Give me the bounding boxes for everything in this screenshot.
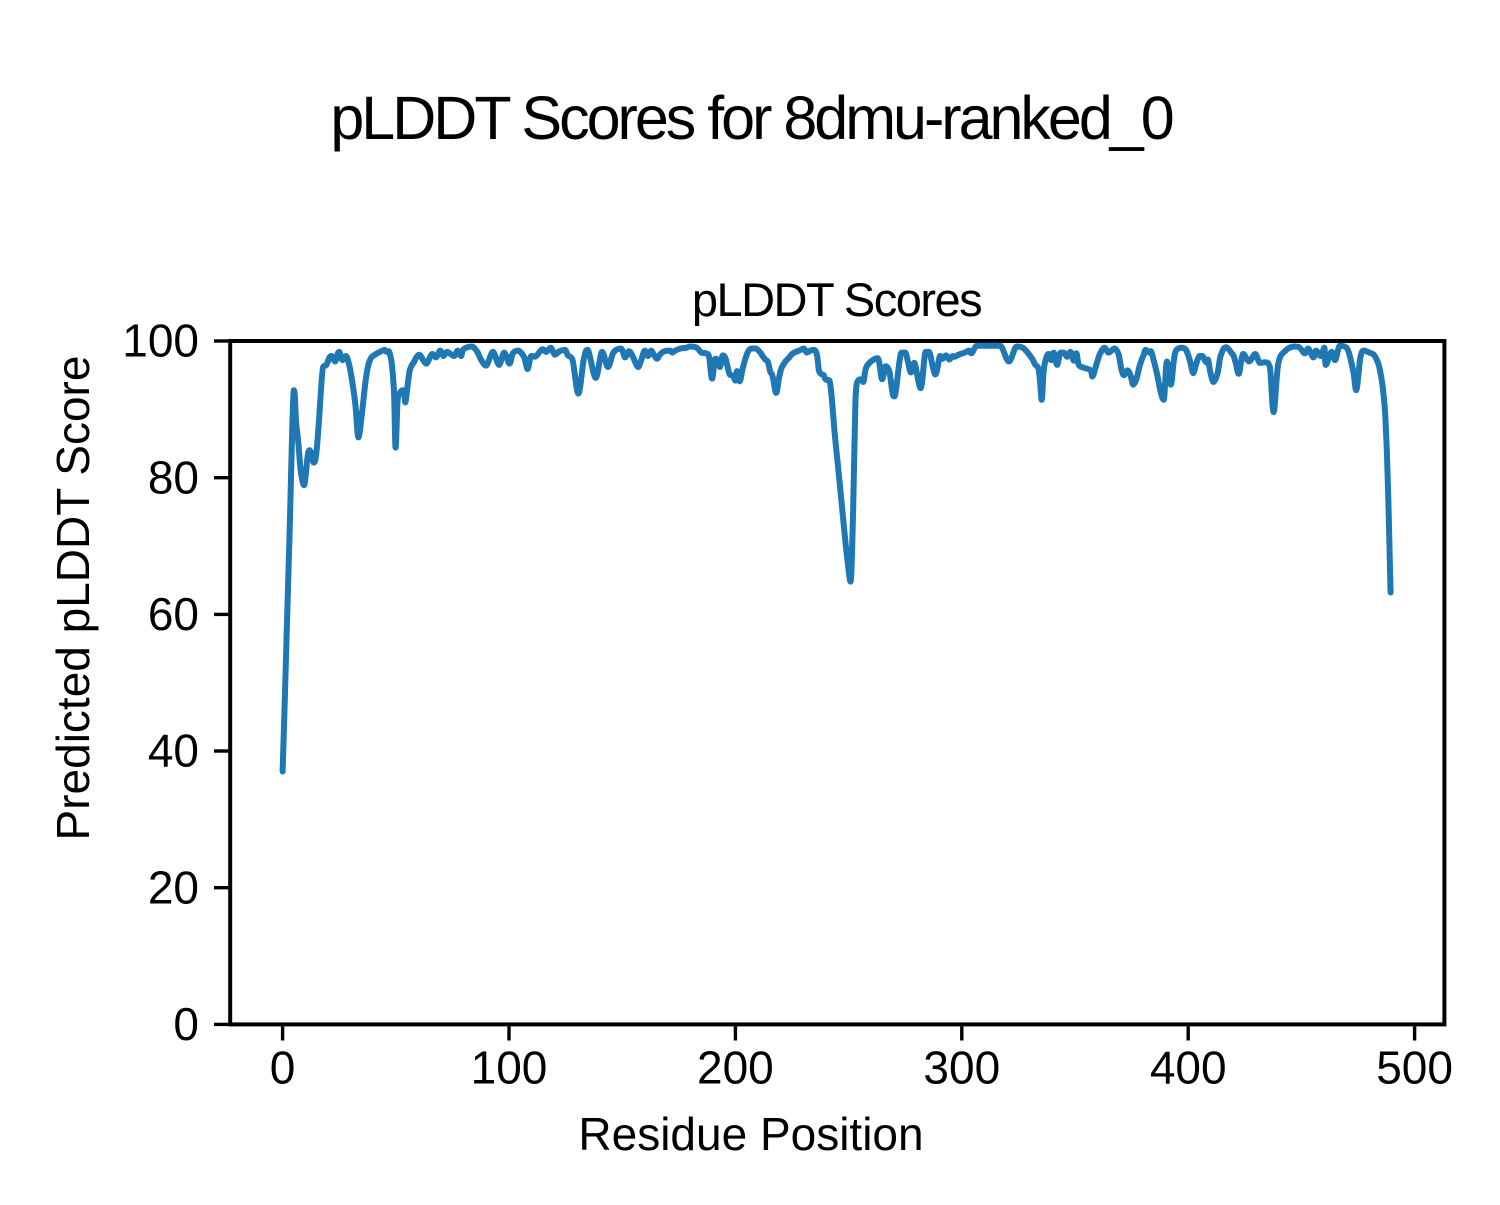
svg-text:300: 300	[923, 1041, 1000, 1093]
svg-text:200: 200	[697, 1041, 774, 1093]
svg-text:100: 100	[122, 315, 199, 367]
svg-text:400: 400	[1150, 1041, 1227, 1093]
svg-text:40: 40	[148, 725, 199, 777]
svg-text:500: 500	[1376, 1041, 1453, 1093]
svg-text:0: 0	[173, 998, 199, 1050]
svg-text:Residue Position: Residue Position	[578, 1108, 923, 1160]
svg-text:Predicted pLDDT Score: Predicted pLDDT Score	[47, 356, 99, 841]
svg-text:pLDDT Scores for 8dmu-ranked_0: pLDDT Scores for 8dmu-ranked_0	[330, 84, 1172, 152]
svg-text:20: 20	[148, 861, 199, 913]
svg-text:0: 0	[270, 1041, 296, 1093]
svg-text:100: 100	[471, 1041, 548, 1093]
svg-text:60: 60	[148, 588, 199, 640]
svg-text:80: 80	[148, 451, 199, 503]
svg-text:pLDDT Scores: pLDDT Scores	[692, 273, 981, 326]
